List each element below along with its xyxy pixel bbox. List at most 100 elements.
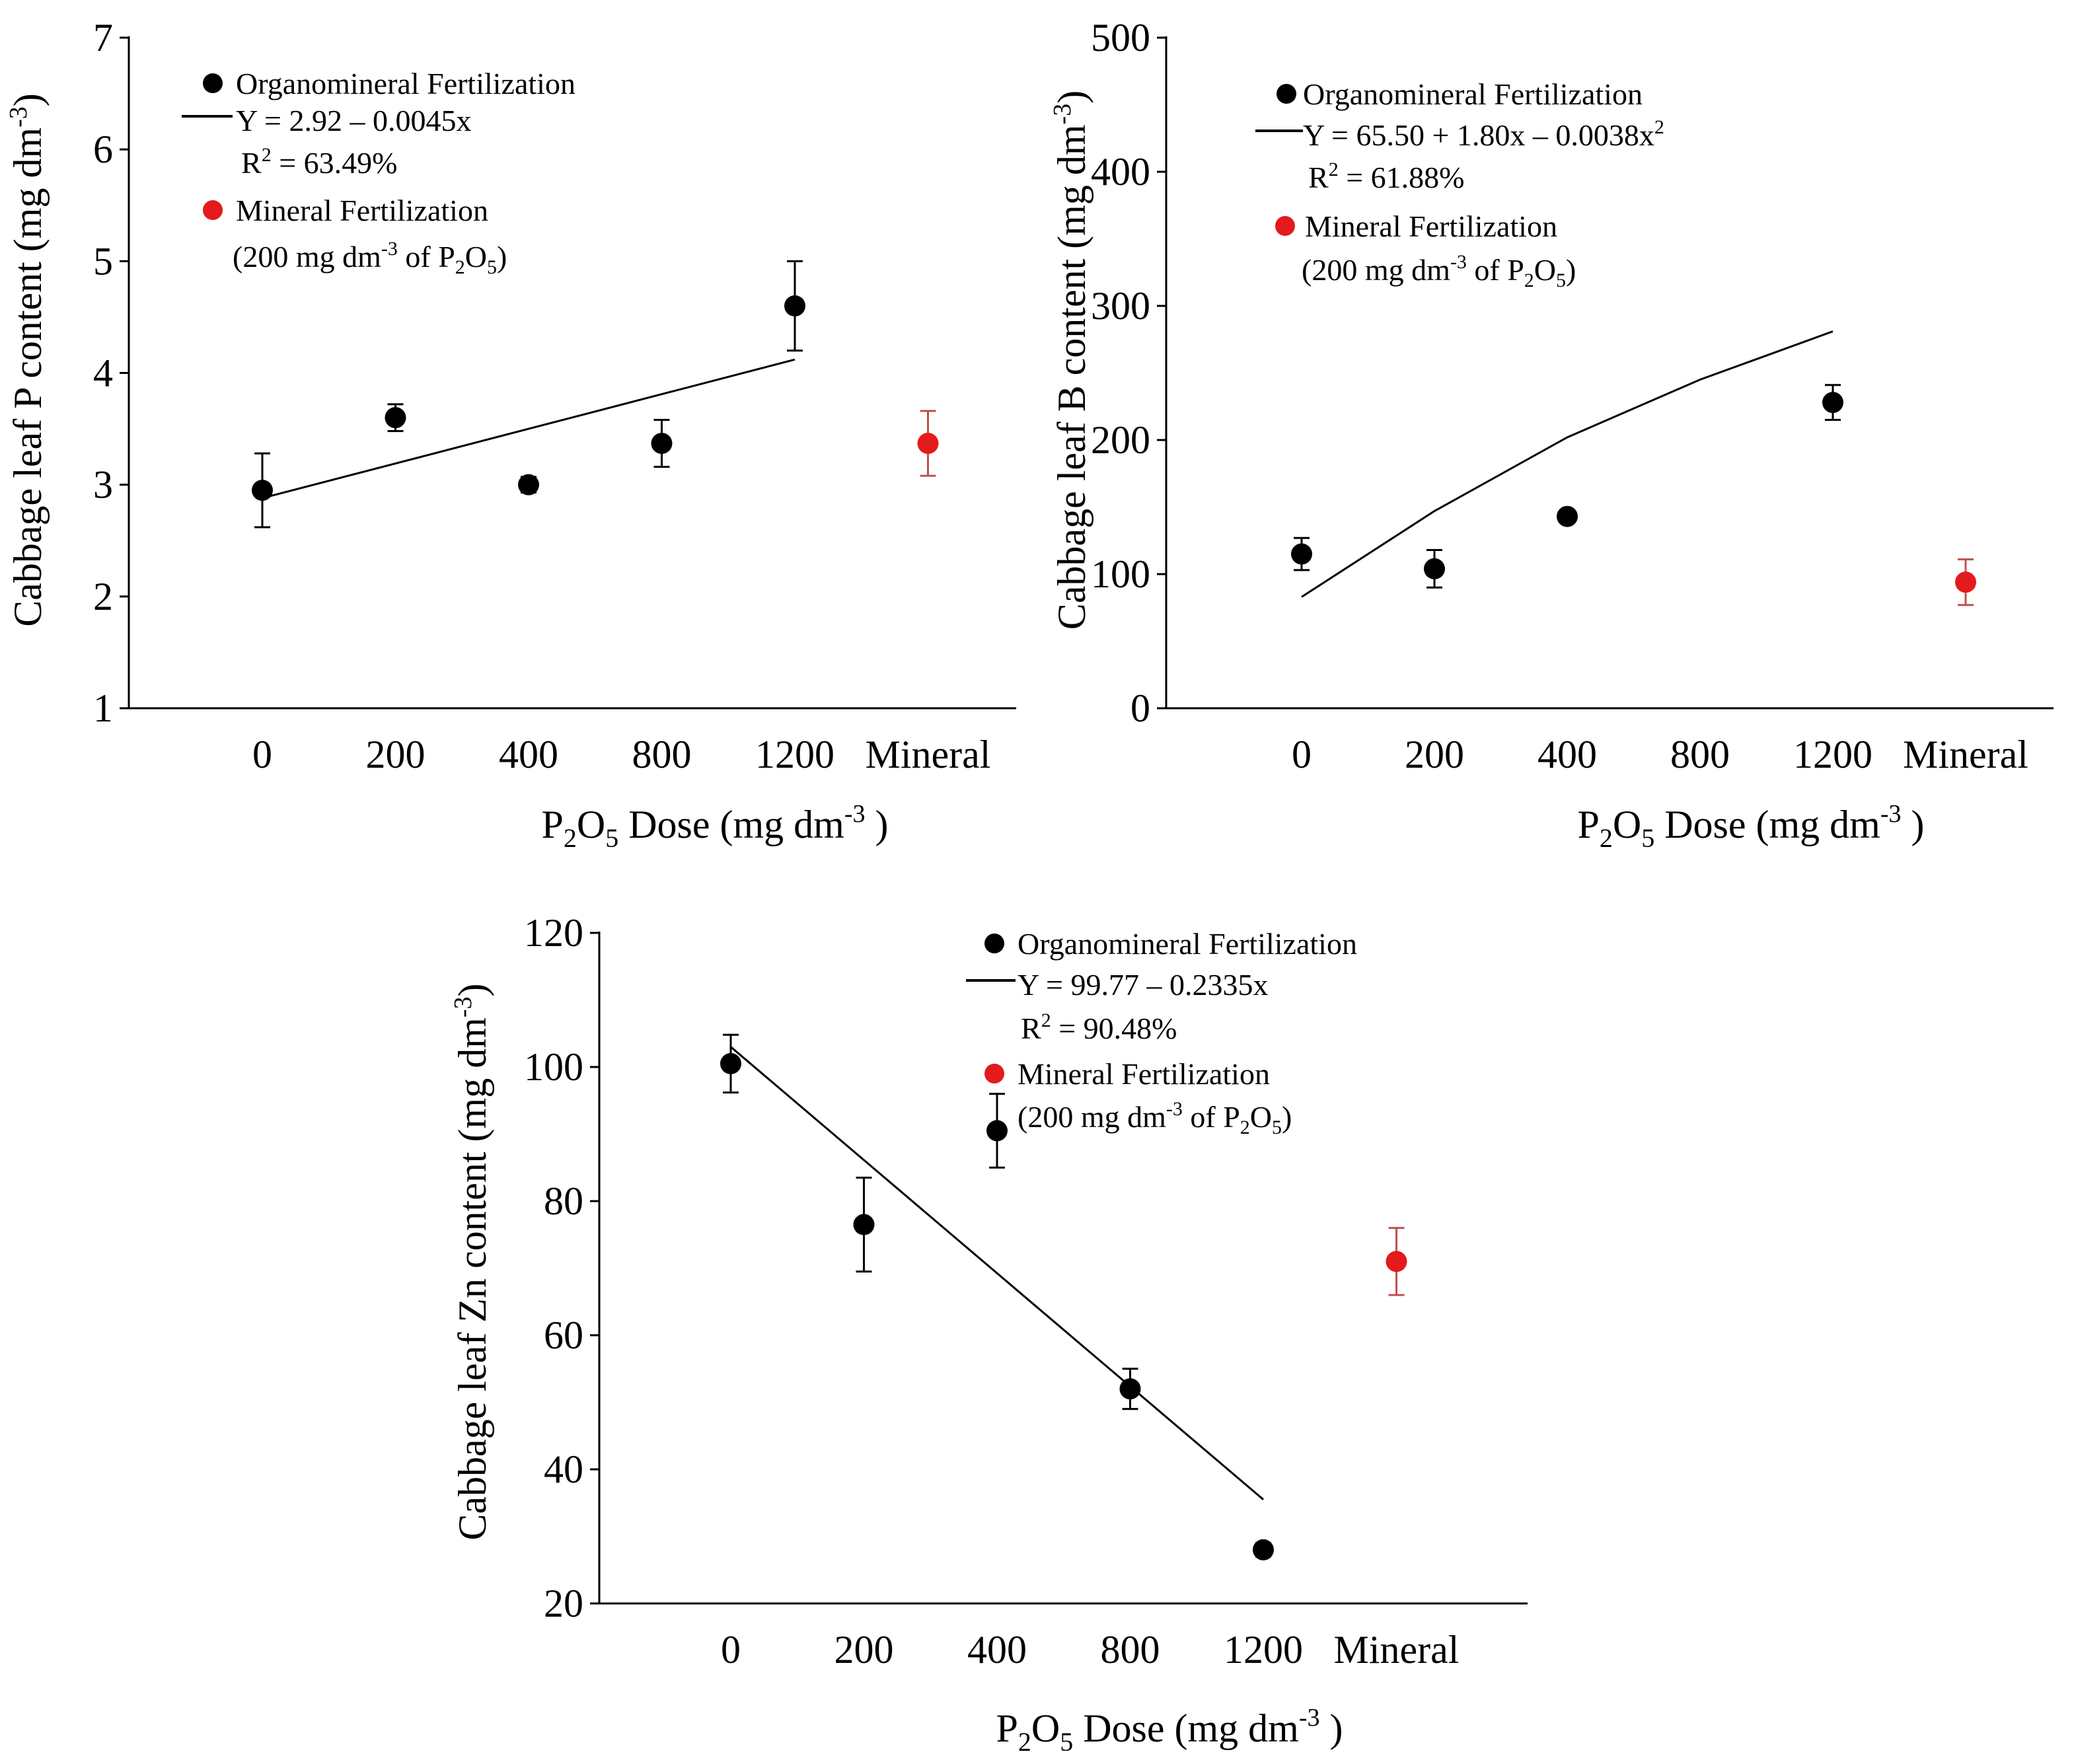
organomineral-point [385, 403, 406, 432]
panel-b-content: 0 100 200 300 400 500 0 200 400 800 1200 Mineral C… [1049, 16, 2054, 853]
legend: Organomineral Fertilization Y = 65.50 + … [1255, 77, 1664, 291]
point-marker [853, 1214, 875, 1235]
regression-equation: Y = 99.77 – 0.2335x [1018, 968, 1268, 1002]
y-tick-label: 5 [93, 239, 113, 283]
x-category-label: 1200 [1793, 733, 1872, 776]
organomineral-point [651, 419, 673, 468]
organomineral-point [986, 1093, 1008, 1169]
x-category-label: 200 [834, 1628, 894, 1672]
point-marker [252, 480, 273, 501]
mineral-point [917, 410, 939, 477]
legend-label-mineral: Mineral Fertilization [1018, 1057, 1270, 1091]
y-axis-ticks: 0 100 200 300 400 500 [1091, 16, 1166, 730]
organomineral-point [1557, 505, 1578, 527]
trend-line [730, 1046, 1264, 1500]
point-marker [1253, 1539, 1274, 1561]
legend-marker-organomineral [1277, 84, 1296, 104]
y-tick-label: 200 [1091, 418, 1150, 462]
y-tick-label: 3 [93, 463, 113, 507]
regression-line [730, 1046, 1264, 1500]
organomineral-point [518, 474, 539, 496]
y-tick-label: 2 [93, 575, 113, 618]
y-tick-label: 400 [1091, 150, 1150, 194]
x-axis-label: P2O5 Dose (mg dm-3 ) [542, 800, 889, 853]
point-marker [1955, 571, 1976, 593]
axes [1165, 36, 2054, 710]
y-axis-label: Cabbage leaf P content (mg dm-3) [5, 93, 50, 627]
y-tick-label: 100 [524, 1045, 583, 1089]
y-tick-label: 60 [544, 1313, 583, 1357]
regression-equation: Y = 65.50 + 1.80x – 0.0038x2 [1303, 116, 1664, 152]
data-points [720, 1033, 1407, 1561]
mineral-dose-note: (200 mg dm-3 of P2O5) [233, 238, 507, 278]
axes [598, 932, 1528, 1605]
point-marker [917, 433, 939, 455]
x-category-label: 400 [1537, 733, 1597, 776]
y-tick-label: 1 [93, 686, 113, 730]
y-tick-label: 80 [544, 1179, 583, 1223]
r-squared: R2 = 61.88% [1308, 159, 1464, 194]
point-marker [1119, 1378, 1141, 1400]
organomineral-point [1424, 548, 1445, 589]
organomineral-point [1119, 1368, 1141, 1411]
legend-marker-mineral [1275, 216, 1295, 236]
trend-line [1301, 330, 1833, 598]
organomineral-point [1291, 536, 1312, 571]
x-category-label: 200 [1405, 733, 1464, 776]
x-axis-categories: 0 200 400 800 1200 Mineral [252, 733, 990, 776]
y-tick-label: 40 [544, 1448, 583, 1491]
point-marker [1822, 392, 1843, 414]
y-axis-ticks: 20 40 60 80 100 120 [524, 911, 599, 1625]
x-category-label: Mineral [866, 733, 991, 776]
point-marker [986, 1120, 1008, 1142]
legend: Organomineral Fertilization Y = 99.77 – … [966, 927, 1357, 1138]
legend-marker-organomineral [984, 934, 1004, 953]
x-axis-categories: 0 200 400 800 1200 Mineral [1292, 733, 2028, 776]
x-category-label: 0 [721, 1628, 741, 1672]
x-category-label: 0 [1292, 733, 1312, 776]
trend-line [262, 358, 796, 499]
x-axis-label: P2O5 Dose (mg dm-3 ) [996, 1704, 1343, 1757]
y-tick-label: 500 [1091, 16, 1150, 59]
organomineral-point [1253, 1539, 1274, 1561]
x-category-label: Mineral [1903, 733, 2028, 776]
y-tick-label: 20 [544, 1582, 583, 1625]
legend-label-organomineral: Organomineral Fertilization [236, 67, 575, 100]
r-squared: R2 = 63.49% [241, 144, 397, 180]
y-axis-label: Cabbage leaf Zn content (mg dm-3) [449, 983, 494, 1540]
legend-marker-mineral [984, 1064, 1004, 1084]
x-category-label: 200 [366, 733, 426, 776]
regression-equation: Y = 2.92 – 0.0045x [236, 104, 471, 137]
y-tick-label: 7 [93, 16, 113, 59]
point-marker [1557, 505, 1578, 527]
x-category-label: 400 [499, 733, 558, 776]
panel-zn-content: 20 40 60 80 100 120 0 200 400 800 1200 Mineral Cab… [449, 911, 1528, 1757]
legend-label-mineral: Mineral Fertilization [1305, 209, 1557, 243]
point-marker [651, 433, 673, 455]
x-category-label: 1200 [755, 733, 834, 776]
legend-label-organomineral: Organomineral Fertilization [1018, 927, 1357, 961]
data-points [1291, 384, 1976, 606]
legend-label-mineral: Mineral Fertilization [236, 194, 488, 227]
y-tick-label: 300 [1091, 284, 1150, 328]
x-category-label: Mineral [1334, 1628, 1460, 1672]
x-category-label: 800 [1101, 1628, 1160, 1672]
point-marker [720, 1052, 741, 1074]
point-marker [784, 295, 805, 316]
x-axis-categories: 0 200 400 800 1200 Mineral [721, 1628, 1459, 1672]
organomineral-point [720, 1033, 741, 1094]
x-category-label: 800 [632, 733, 692, 776]
point-marker [1291, 543, 1312, 565]
point-marker [385, 407, 406, 429]
y-tick-label: 0 [1130, 686, 1150, 730]
x-category-label: 800 [1670, 733, 1730, 776]
panel-p-content: 1 2 3 4 5 6 7 0 200 400 800 1200 Mineral Cabbage le… [5, 16, 1016, 853]
x-category-label: 0 [252, 733, 272, 776]
organomineral-point [1822, 384, 1843, 422]
regression-line [1301, 330, 1833, 598]
x-axis-label: P2O5 Dose (mg dm-3 ) [1578, 800, 1925, 853]
legend-label-organomineral: Organomineral Fertilization [1303, 77, 1643, 111]
r-squared: R2 = 90.48% [1021, 1010, 1177, 1045]
mineral-dose-note: (200 mg dm-3 of P2O5) [1302, 251, 1576, 291]
y-tick-label: 100 [1091, 552, 1150, 596]
